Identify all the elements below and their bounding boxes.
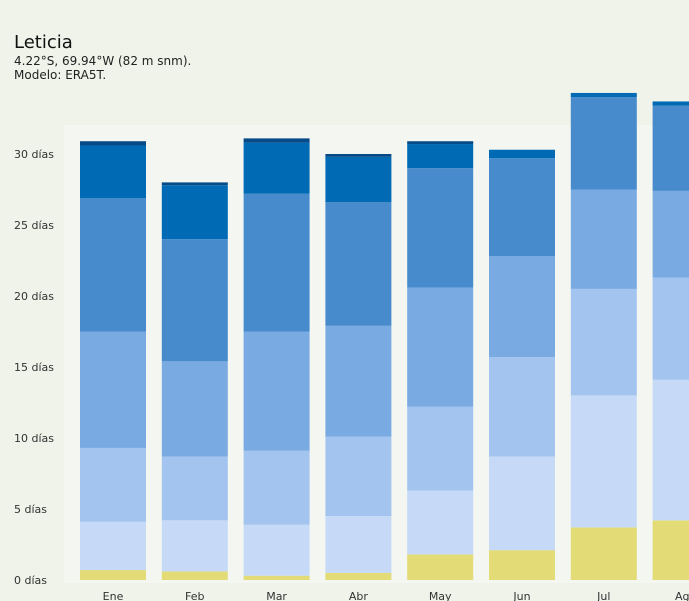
bar-segment-mar-5[interactable] bbox=[243, 142, 310, 194]
bar-segment-mar-0[interactable] bbox=[243, 575, 310, 580]
bar-segment-may-3[interactable] bbox=[407, 287, 474, 407]
bar-segment-jun-1[interactable] bbox=[489, 456, 555, 551]
bar-segment-may-0[interactable] bbox=[407, 554, 474, 580]
bar-segment-feb-3[interactable] bbox=[161, 361, 228, 457]
bar-segment-abr-3[interactable] bbox=[325, 325, 392, 437]
x-tick-label: Abr bbox=[349, 590, 369, 601]
x-tick-label: Feb bbox=[185, 590, 204, 601]
bar-segment-may-5[interactable] bbox=[407, 144, 474, 169]
bar-segment-feb-2[interactable] bbox=[161, 456, 228, 521]
bar-segment-jul-2[interactable] bbox=[570, 288, 637, 396]
bar-segment-feb-0[interactable] bbox=[161, 571, 228, 580]
bar-segment-ago-2[interactable] bbox=[652, 277, 689, 380]
x-tick-label: Ago bbox=[675, 590, 689, 601]
bar-segment-jul-0[interactable] bbox=[570, 527, 637, 580]
bar-segment-jul-5[interactable] bbox=[570, 92, 637, 98]
bar-segment-feb-6[interactable] bbox=[161, 182, 228, 186]
bar-segment-jun-3[interactable] bbox=[489, 256, 555, 358]
bar-segment-ago-3[interactable] bbox=[652, 190, 689, 278]
bar-segment-abr-2[interactable] bbox=[325, 436, 392, 517]
bar-segment-abr-4[interactable] bbox=[325, 202, 392, 326]
bar-segment-abr-5[interactable] bbox=[325, 156, 392, 203]
location-text: 4.22°S, 69.94°W (82 m snm). bbox=[14, 54, 192, 68]
y-tick-label: 5 días bbox=[14, 503, 47, 516]
y-tick-label: 15 días bbox=[14, 361, 54, 374]
bar-segment-may-1[interactable] bbox=[407, 490, 474, 555]
bar-segment-ene-4[interactable] bbox=[80, 198, 146, 332]
x-tick-label: Jul bbox=[596, 590, 610, 601]
bar-segment-ene-3[interactable] bbox=[80, 331, 146, 448]
bar-segment-feb-4[interactable] bbox=[161, 239, 228, 362]
bar-segment-ene-1[interactable] bbox=[80, 521, 146, 571]
bar-segment-jun-2[interactable] bbox=[489, 357, 555, 457]
bar-segment-may-2[interactable] bbox=[407, 406, 474, 491]
y-tick-label: 0 días bbox=[14, 574, 47, 587]
bar-segment-ene-5[interactable] bbox=[80, 145, 146, 199]
bar-segment-jun-4[interactable] bbox=[489, 158, 555, 257]
chart-header: Leticia 4.22°S, 69.94°W (82 m snm). Mode… bbox=[14, 32, 191, 82]
x-tick-label: Mar bbox=[266, 590, 287, 601]
bar-segment-ene-2[interactable] bbox=[80, 447, 146, 522]
bar-segment-mar-1[interactable] bbox=[243, 524, 310, 576]
bar-segment-ago-4[interactable] bbox=[652, 105, 689, 191]
bar-segment-ago-1[interactable] bbox=[652, 379, 689, 521]
bar-segment-mar-3[interactable] bbox=[243, 331, 310, 451]
bar-segment-jul-4[interactable] bbox=[570, 97, 637, 190]
y-tick-label: 25 días bbox=[14, 219, 54, 232]
bar-segment-may-4[interactable] bbox=[407, 168, 474, 288]
bar-segment-jul-3[interactable] bbox=[570, 189, 637, 289]
x-tick-label: May bbox=[429, 590, 452, 601]
bar-segment-abr-0[interactable] bbox=[325, 572, 392, 580]
x-tick-label: Jun bbox=[512, 590, 530, 601]
bar-segment-jul-1[interactable] bbox=[570, 395, 637, 528]
bar-segment-jun-0[interactable] bbox=[489, 550, 555, 580]
bar-segment-jun-5[interactable] bbox=[489, 149, 555, 159]
bar-segment-ago-0[interactable] bbox=[652, 520, 689, 580]
bar-segment-mar-2[interactable] bbox=[243, 450, 310, 525]
bar-segment-mar-6[interactable] bbox=[243, 138, 310, 143]
x-tick-label: Ene bbox=[103, 590, 124, 601]
model-text: Modelo: ERA5T. bbox=[14, 68, 107, 82]
bar-segment-abr-1[interactable] bbox=[325, 516, 392, 573]
bar-segment-mar-4[interactable] bbox=[243, 193, 310, 332]
bar-segment-ene-6[interactable] bbox=[80, 141, 146, 146]
bar-segment-ago-5[interactable] bbox=[652, 101, 689, 106]
bar-segment-abr-6[interactable] bbox=[325, 154, 392, 157]
y-tick-label: 30 días bbox=[14, 148, 54, 161]
bar-segment-may-6[interactable] bbox=[407, 141, 474, 145]
bar-segment-feb-1[interactable] bbox=[161, 520, 228, 572]
bar-segment-ene-0[interactable] bbox=[80, 570, 146, 580]
chart-title: Leticia bbox=[14, 32, 73, 53]
bar-segment-feb-5[interactable] bbox=[161, 185, 228, 240]
y-tick-label: 20 días bbox=[14, 290, 54, 303]
y-tick-label: 10 días bbox=[14, 432, 54, 445]
